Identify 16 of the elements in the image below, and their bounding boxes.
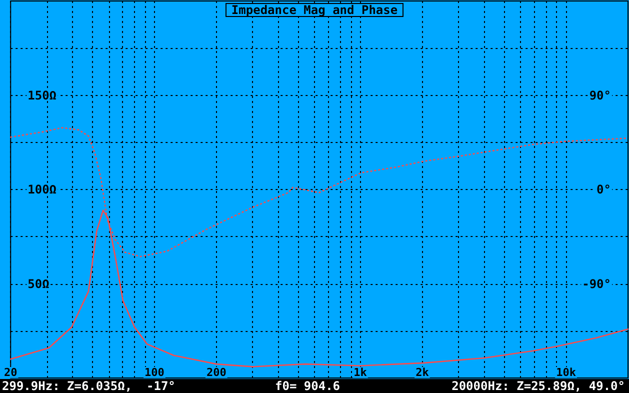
y-tick-label: 150Ω <box>28 88 57 102</box>
chart-title: Impedance Mag and Phase <box>231 3 398 17</box>
y2-tick-label: 90° <box>589 88 611 102</box>
x-tick-label: 200 <box>206 366 226 379</box>
text: f0= 904.6 <box>275 379 340 393</box>
y-tick-label: 50Ω <box>28 276 50 291</box>
x-tick-label: 1k <box>354 366 368 379</box>
x-tick-label: 20 <box>4 366 18 379</box>
text: 20000Hz: Z=25.89Ω, 49.0° <box>452 379 625 393</box>
x-tick-label: 10k <box>556 366 576 379</box>
x-tick-label: 100 <box>144 366 164 379</box>
text: 299.9Hz: Z=6.035Ω, -17° <box>2 379 176 393</box>
x-tick-label: 2k <box>416 366 430 379</box>
y2-tick-label: -90° <box>582 276 611 291</box>
y-tick-label: 100Ω <box>28 182 57 196</box>
y2-tick-label: 0° <box>596 182 611 196</box>
